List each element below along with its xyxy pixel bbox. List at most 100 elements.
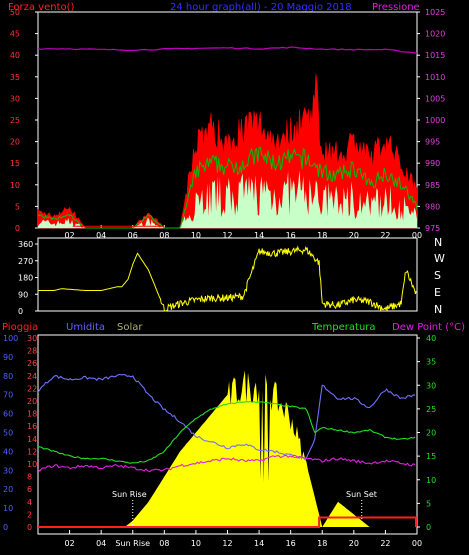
x-tick-label: 20 bbox=[349, 539, 359, 548]
solar-tick-label: 4 bbox=[27, 498, 32, 507]
solar-tick-label: 30 bbox=[27, 334, 37, 343]
rain-tick-label: 60 bbox=[3, 410, 13, 419]
x-tick-label: 20 bbox=[349, 231, 359, 240]
rain-line bbox=[38, 516, 417, 528]
right-tick-label: 1000 bbox=[425, 116, 445, 125]
rain-tick-label: 80 bbox=[3, 372, 13, 381]
compass-w: W bbox=[434, 252, 445, 265]
temp-tick-label: 5 bbox=[426, 499, 431, 508]
left-tick-label: 15 bbox=[10, 159, 20, 168]
pressure-line bbox=[37, 46, 418, 54]
solar-tick-label: 18 bbox=[27, 410, 37, 419]
x-tick-label: 18 bbox=[317, 231, 327, 240]
x-tick-label: 22 bbox=[380, 539, 390, 548]
solar-tick-label: 20 bbox=[27, 397, 37, 406]
solar-tick-label: 28 bbox=[27, 347, 37, 356]
temp-tick-label: 15 bbox=[426, 452, 436, 461]
header-title: 24 hour graph(all) - 20 Maggio 2018 bbox=[170, 2, 352, 13]
x-tick-label: 22 bbox=[380, 231, 390, 240]
right-tick-label: 985 bbox=[425, 181, 440, 190]
left-tick-label: 20 bbox=[10, 138, 20, 147]
solar-tick-label: 14 bbox=[27, 435, 37, 444]
right-tick-label: 990 bbox=[425, 159, 440, 168]
dewpoint-line bbox=[37, 454, 416, 473]
left-tick-label: 35 bbox=[10, 73, 20, 82]
solar-tick-label: 2 bbox=[27, 510, 32, 519]
x-tick-label: 04 bbox=[96, 539, 106, 548]
x-tick-label: 12 bbox=[222, 539, 232, 548]
x-tick-label: 00 bbox=[412, 539, 422, 548]
solar-tick-label: 10 bbox=[27, 460, 37, 469]
rain-tick-label: 10 bbox=[3, 504, 13, 513]
solar-tick-label: 6 bbox=[27, 485, 32, 494]
humidity-line bbox=[37, 373, 416, 461]
direction-chart: 0 90 180 270 360 bbox=[18, 240, 417, 316]
wind-average-line bbox=[37, 146, 418, 229]
left-tick-label: 40 bbox=[10, 51, 20, 60]
x-tick-label: 04 bbox=[96, 231, 106, 240]
x-tick-label: 16 bbox=[286, 539, 296, 548]
label-temperatura: Temperatura bbox=[311, 322, 376, 333]
header-wind-label: Forza vento() bbox=[8, 2, 75, 13]
right-tick-label: 995 bbox=[425, 138, 440, 147]
x-tick-label: 02 bbox=[64, 539, 74, 548]
solar-tick-label: 8 bbox=[27, 473, 32, 482]
label-dewpoint: Dew Point (°C) bbox=[392, 322, 465, 333]
solar-tick-label: 22 bbox=[27, 384, 37, 393]
bottom-chart: 0102030405060708090100024681012141618202… bbox=[3, 334, 436, 548]
x-tick-label: 08 bbox=[159, 539, 169, 548]
wind-direction-line bbox=[38, 245, 417, 312]
top-chart: 0510152025303540455097598098599099510001… bbox=[10, 8, 446, 240]
x-tick-label: 10 bbox=[191, 539, 201, 548]
direction-tick-label: 0 bbox=[18, 307, 23, 316]
temp-tick-label: 10 bbox=[426, 476, 436, 485]
temp-tick-label: 35 bbox=[426, 358, 436, 367]
label-solar: Solar bbox=[117, 322, 143, 333]
x-tick-label: 02 bbox=[64, 231, 74, 240]
direction-tick-label: 270 bbox=[18, 257, 33, 266]
compass-e: E bbox=[434, 286, 441, 299]
direction-tick-label: 360 bbox=[18, 240, 33, 249]
compass-n-bottom: N bbox=[434, 303, 442, 316]
right-tick-label: 1025 bbox=[425, 8, 445, 17]
wind-speed-area bbox=[38, 170, 417, 228]
left-tick-label: 0 bbox=[15, 224, 20, 233]
solar-tick-label: 12 bbox=[27, 447, 37, 456]
x-tick-label: 00 bbox=[412, 231, 422, 240]
right-tick-label: 1015 bbox=[425, 51, 445, 60]
temp-tick-label: 0 bbox=[426, 523, 431, 532]
right-tick-label: 1005 bbox=[425, 94, 445, 103]
direction-panel-frame bbox=[37, 237, 418, 312]
solar-tick-label: 26 bbox=[27, 359, 37, 368]
direction-tick-label: 180 bbox=[18, 274, 33, 283]
left-tick-label: 5 bbox=[15, 202, 20, 211]
temp-tick-label: 40 bbox=[426, 334, 436, 343]
x-tick-label: 14 bbox=[254, 231, 264, 240]
x-tick-label: 10 bbox=[191, 231, 201, 240]
label-umidita: Umidita bbox=[66, 322, 105, 333]
compass-s: S bbox=[434, 269, 441, 282]
label-pioggia: Pioggia bbox=[2, 322, 38, 333]
sunset-annotation: Sun Set bbox=[346, 490, 377, 499]
right-tick-label: 975 bbox=[425, 224, 440, 233]
compass-n-top: N bbox=[434, 236, 442, 249]
left-tick-label: 30 bbox=[10, 94, 20, 103]
rain-tick-label: 20 bbox=[3, 485, 13, 494]
rain-tick-label: 40 bbox=[3, 447, 13, 456]
sunrise-annotation: Sun Rise bbox=[112, 490, 147, 499]
right-tick-label: 1010 bbox=[425, 73, 445, 82]
rain-tick-label: 90 bbox=[3, 353, 13, 362]
rain-tick-label: 50 bbox=[3, 429, 13, 438]
left-tick-label: 25 bbox=[10, 116, 20, 125]
left-tick-label: 10 bbox=[10, 181, 20, 190]
x-tick-label: 08 bbox=[159, 231, 169, 240]
solar-tick-label: 16 bbox=[27, 422, 37, 431]
rain-tick-label: 0 bbox=[3, 523, 8, 532]
rain-tick-label: 70 bbox=[3, 391, 13, 400]
temp-tick-label: 25 bbox=[426, 405, 436, 414]
temp-tick-label: 20 bbox=[426, 429, 436, 438]
temp-tick-label: 30 bbox=[426, 381, 436, 390]
left-tick-label: 50 bbox=[10, 8, 20, 17]
x-tick-label: 18 bbox=[317, 539, 327, 548]
